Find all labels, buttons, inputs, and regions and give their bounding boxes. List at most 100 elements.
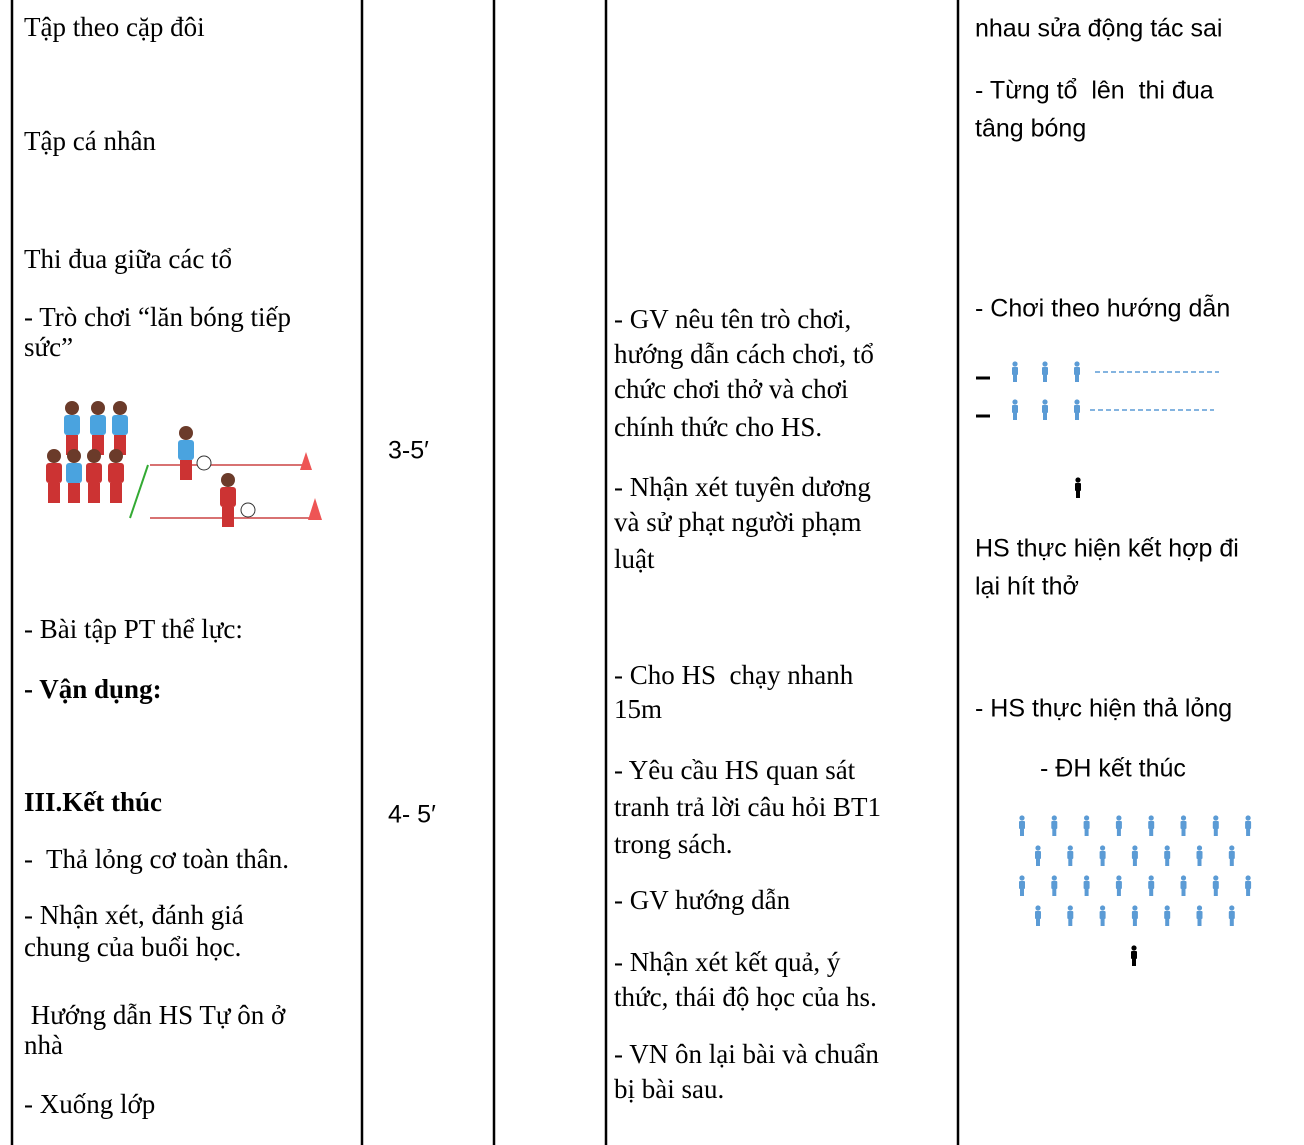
- person-head: [1148, 875, 1154, 881]
- teacher-line: - VN ôn lại bài và chuẩn: [614, 1039, 879, 1069]
- kid-shirt: [86, 463, 102, 483]
- person-body: [1180, 881, 1187, 889]
- teacher-line: chính thức cho HS.: [614, 412, 822, 442]
- person-head: [1100, 905, 1106, 911]
- kid-head: [221, 473, 235, 487]
- person-head: [1148, 815, 1154, 821]
- person-legs: [1229, 919, 1234, 926]
- person-body: [1067, 911, 1074, 919]
- person-head: [1164, 845, 1170, 851]
- person-body: [1212, 821, 1219, 829]
- person-head: [1180, 875, 1187, 881]
- person-legs: [1246, 829, 1251, 836]
- content-line: chung của buổi học.: [24, 932, 241, 962]
- person-head: [1019, 815, 1025, 821]
- person-legs: [1043, 375, 1047, 382]
- teacher-line: chức chơi thở và chơi: [614, 374, 848, 404]
- person-body: [1035, 851, 1041, 859]
- content-line: - Nhận xét, đánh giá: [24, 900, 244, 930]
- content-line: sức”: [24, 332, 73, 362]
- kid-shirt: [46, 463, 62, 483]
- person-body: [1148, 821, 1155, 829]
- person-body: [1012, 367, 1018, 375]
- teacher-line: - Yêu cầu HS quan sát: [614, 755, 856, 785]
- content-line: nhà: [24, 1030, 63, 1060]
- teacher-line: - Cho HS chạy nhanh: [614, 660, 854, 690]
- person-body: [1074, 405, 1080, 413]
- person-legs: [1100, 919, 1105, 926]
- person-legs: [1229, 859, 1234, 866]
- kid-legs: [180, 460, 192, 480]
- person-legs: [1084, 829, 1089, 836]
- person-body: [1196, 911, 1203, 919]
- student-line: - Từng tổ lên thi đua: [975, 77, 1214, 105]
- person-body: [1067, 851, 1074, 859]
- kid-head: [109, 449, 123, 463]
- person-body: [1051, 821, 1058, 829]
- content-line: Tập theo cặp đôi: [24, 12, 205, 42]
- kid-legs: [88, 483, 100, 503]
- teacher-line: - Nhận xét kết quả, ý: [614, 947, 841, 977]
- person-legs: [1084, 889, 1089, 896]
- person-head: [1074, 361, 1080, 367]
- person-legs: [1132, 859, 1137, 866]
- person-legs: [1181, 829, 1186, 836]
- person-head: [1084, 815, 1090, 821]
- content-line: - Xuống lớp: [24, 1089, 155, 1119]
- person-legs: [1213, 889, 1218, 896]
- person-head: [1196, 845, 1203, 851]
- person-legs: [1197, 919, 1202, 926]
- kid-shirt: [112, 415, 128, 435]
- teacher-line: hướng dẫn cách chơi, tổ: [614, 339, 874, 369]
- person-head: [1035, 905, 1041, 911]
- person-head: [1042, 399, 1048, 405]
- content-line: - Thả lỏng cơ toàn thân.: [24, 844, 289, 874]
- person-legs: [1165, 859, 1170, 866]
- student-line: - ĐH kết thúc: [1040, 755, 1186, 783]
- kid-head: [65, 401, 79, 415]
- person-body: [1075, 483, 1081, 491]
- teacher-line: 15m: [614, 694, 662, 724]
- person-body: [1148, 881, 1155, 889]
- content-line: Hướng dẫn HS Tự ôn ở: [24, 1000, 286, 1030]
- kid-legs: [68, 483, 80, 503]
- person-legs: [1132, 919, 1137, 926]
- person-body: [1083, 881, 1090, 889]
- person-legs: [1116, 889, 1121, 896]
- person-head: [1084, 875, 1090, 881]
- table-borders: [10, 0, 960, 1145]
- kid-legs: [48, 483, 60, 503]
- content-line: - Bài tập PT thể lực:: [24, 614, 243, 644]
- teacher-line: - GV nêu tên trò chơi,: [614, 304, 851, 334]
- content-line: III.Kết thúc: [24, 787, 162, 817]
- person-body: [1180, 821, 1187, 829]
- person-legs: [1149, 889, 1154, 896]
- person-body: [1012, 405, 1018, 413]
- person-head: [1012, 399, 1018, 405]
- person-head: [1213, 875, 1219, 881]
- teacher-line: - Nhận xét tuyên dương: [614, 472, 871, 502]
- person-legs: [1052, 829, 1057, 836]
- person-head: [1245, 875, 1251, 881]
- person-legs: [1036, 919, 1040, 926]
- student-line: - HS thực hiện thả lỏng: [975, 695, 1232, 723]
- person-legs: [1197, 859, 1202, 866]
- person-head: [1164, 905, 1170, 911]
- kid-shirt: [90, 415, 106, 435]
- person-head: [1012, 361, 1018, 367]
- person-body: [1074, 367, 1080, 375]
- student-line: tâng bóng: [975, 115, 1086, 143]
- time-line: 3-5′: [388, 437, 429, 465]
- person-body: [1212, 881, 1219, 889]
- person-body: [1164, 851, 1171, 859]
- person-head: [1067, 845, 1073, 851]
- kid-shirt: [220, 487, 236, 507]
- student-line: - Chơi theo hướng dẫn: [975, 294, 1230, 323]
- person-body: [1131, 851, 1138, 859]
- person-body: [1042, 367, 1048, 375]
- person-body: [1042, 405, 1048, 413]
- person-head: [1132, 845, 1138, 851]
- person-legs: [1246, 889, 1251, 896]
- kid-shirt: [64, 415, 80, 435]
- person-legs: [1116, 829, 1121, 836]
